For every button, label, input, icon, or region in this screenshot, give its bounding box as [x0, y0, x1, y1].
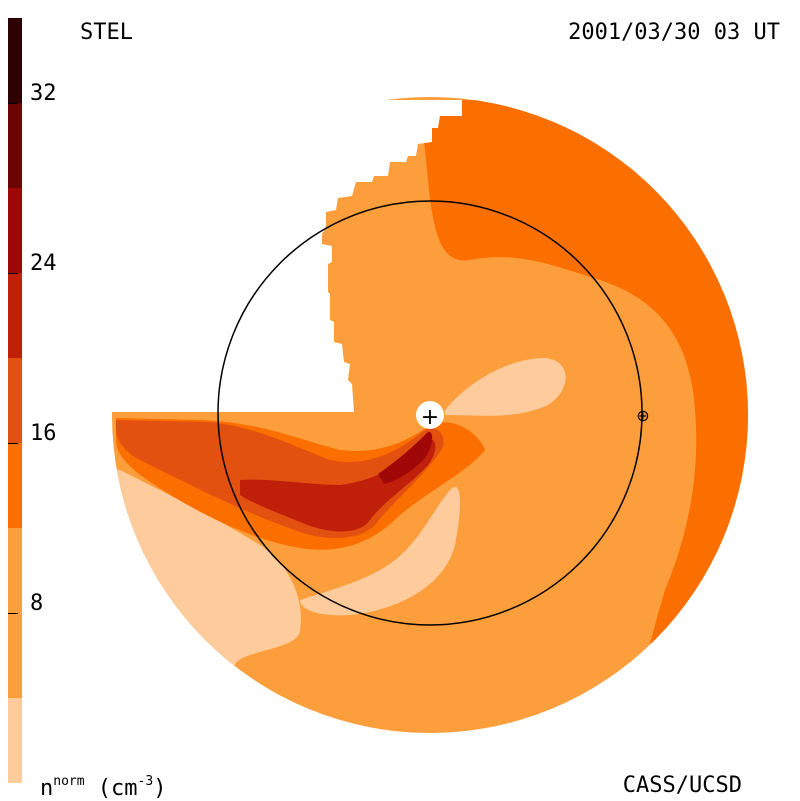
- colorbar-tick-label: 24: [30, 251, 57, 276]
- colorbar-tick-label: 32: [30, 81, 57, 106]
- sun-marker-symbol: +: [421, 405, 439, 430]
- colorbar-tick: [8, 613, 18, 614]
- density-band-outer: [420, 100, 748, 733]
- missing-data-region: [100, 100, 462, 412]
- sun-marker: +: [416, 401, 444, 430]
- colorbar-band: [8, 103, 22, 188]
- density-streamer-20: [240, 439, 436, 532]
- density-lobe-lower: [300, 487, 460, 616]
- orbit-circle: [217, 200, 643, 626]
- credit-label: CASS/UCSD: [622, 773, 742, 798]
- colorbar-band: [8, 443, 22, 528]
- colorbar-band: [8, 358, 22, 443]
- colorbar-tick: [8, 273, 18, 274]
- colorbar-tick-label: 8: [30, 591, 44, 616]
- colorbar-band: [8, 698, 22, 783]
- density-streamer-24: [378, 431, 433, 484]
- instrument-label: STEL: [80, 20, 133, 45]
- colorbar-band: [8, 18, 22, 103]
- earth-marker: ⊕: [636, 406, 649, 425]
- colorbar-band: [8, 188, 22, 273]
- colorbar-tick-label: 16: [30, 421, 57, 446]
- earth-marker-symbol: ⊕: [636, 406, 649, 425]
- colorbar-unit-label: nnorm (cm-3): [40, 774, 167, 801]
- colorbar-band: [8, 273, 22, 358]
- datetime-label: 2001/03/30 03 UT: [568, 20, 780, 45]
- colorbar-tick: [8, 103, 18, 104]
- density-lobe-upper: [445, 358, 566, 416]
- colorbar-tick: [8, 443, 18, 444]
- colorbar: [8, 18, 22, 783]
